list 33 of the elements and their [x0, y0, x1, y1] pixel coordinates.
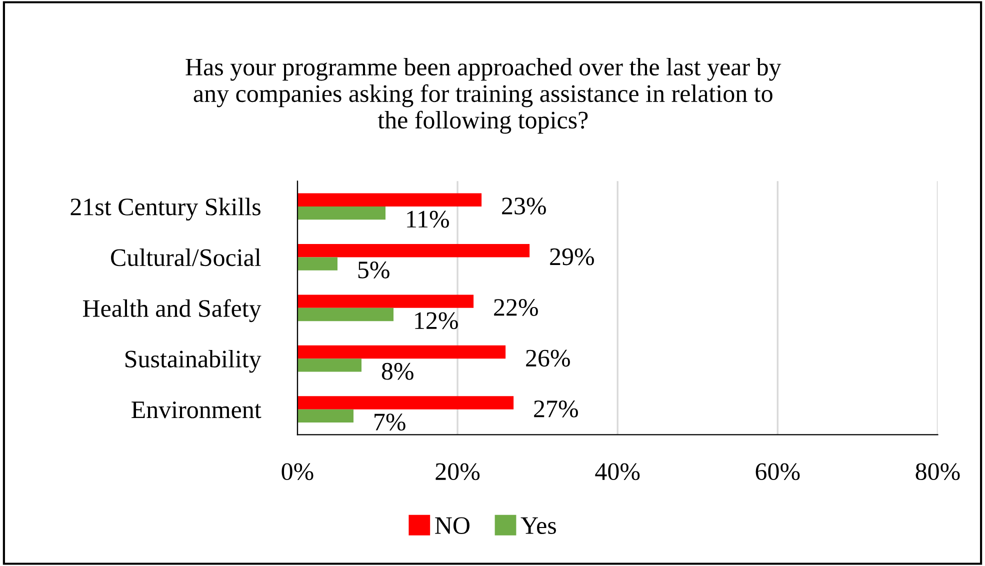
bar [297, 308, 394, 322]
bar [297, 193, 482, 206]
chart-title: Has your programme been approached over the last year by any companies asking for training assistance in relation to the following topics? [186, 58, 782, 134]
data-label: 12% [415, 312, 458, 330]
data-label: 7% [374, 414, 406, 431]
x-tick-label: 0% [282, 463, 314, 480]
data-label: 8% [382, 362, 414, 380]
x-tick-label: 80% [916, 463, 960, 480]
data-label: 11% [407, 210, 449, 228]
data-label: 26% [526, 350, 570, 367]
y-tick-label: Sustainability [126, 350, 262, 373]
x-tick-label: 20% [436, 463, 480, 480]
data-label: 23% [502, 198, 546, 215]
data-label: 22% [494, 299, 538, 316]
legend-label: NO [435, 517, 470, 534]
data-label: 29% [550, 248, 594, 266]
bar [297, 409, 354, 423]
y-tick-label: Environment [132, 401, 262, 418]
y-tick-label: 21st Century Skills [70, 198, 260, 221]
bar [297, 358, 362, 372]
data-label: 5% [358, 262, 390, 278]
bar [297, 396, 514, 410]
x-tick-label: 40% [595, 463, 640, 480]
data-label: 27% [534, 400, 578, 418]
legend-label: Yes [520, 517, 556, 534]
bar [297, 244, 530, 258]
y-tick-label: Cultural/Social [111, 248, 261, 266]
y-tick-label: Health and Safety [82, 299, 262, 322]
bar [297, 206, 386, 220]
bar [297, 257, 338, 270]
bar [297, 294, 474, 308]
bar [297, 345, 506, 359]
x-tick-label: 60% [756, 463, 800, 480]
